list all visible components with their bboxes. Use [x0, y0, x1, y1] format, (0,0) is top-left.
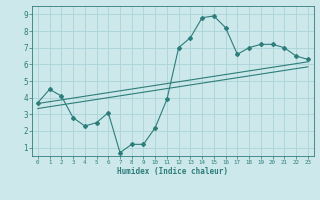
X-axis label: Humidex (Indice chaleur): Humidex (Indice chaleur) [117, 167, 228, 176]
